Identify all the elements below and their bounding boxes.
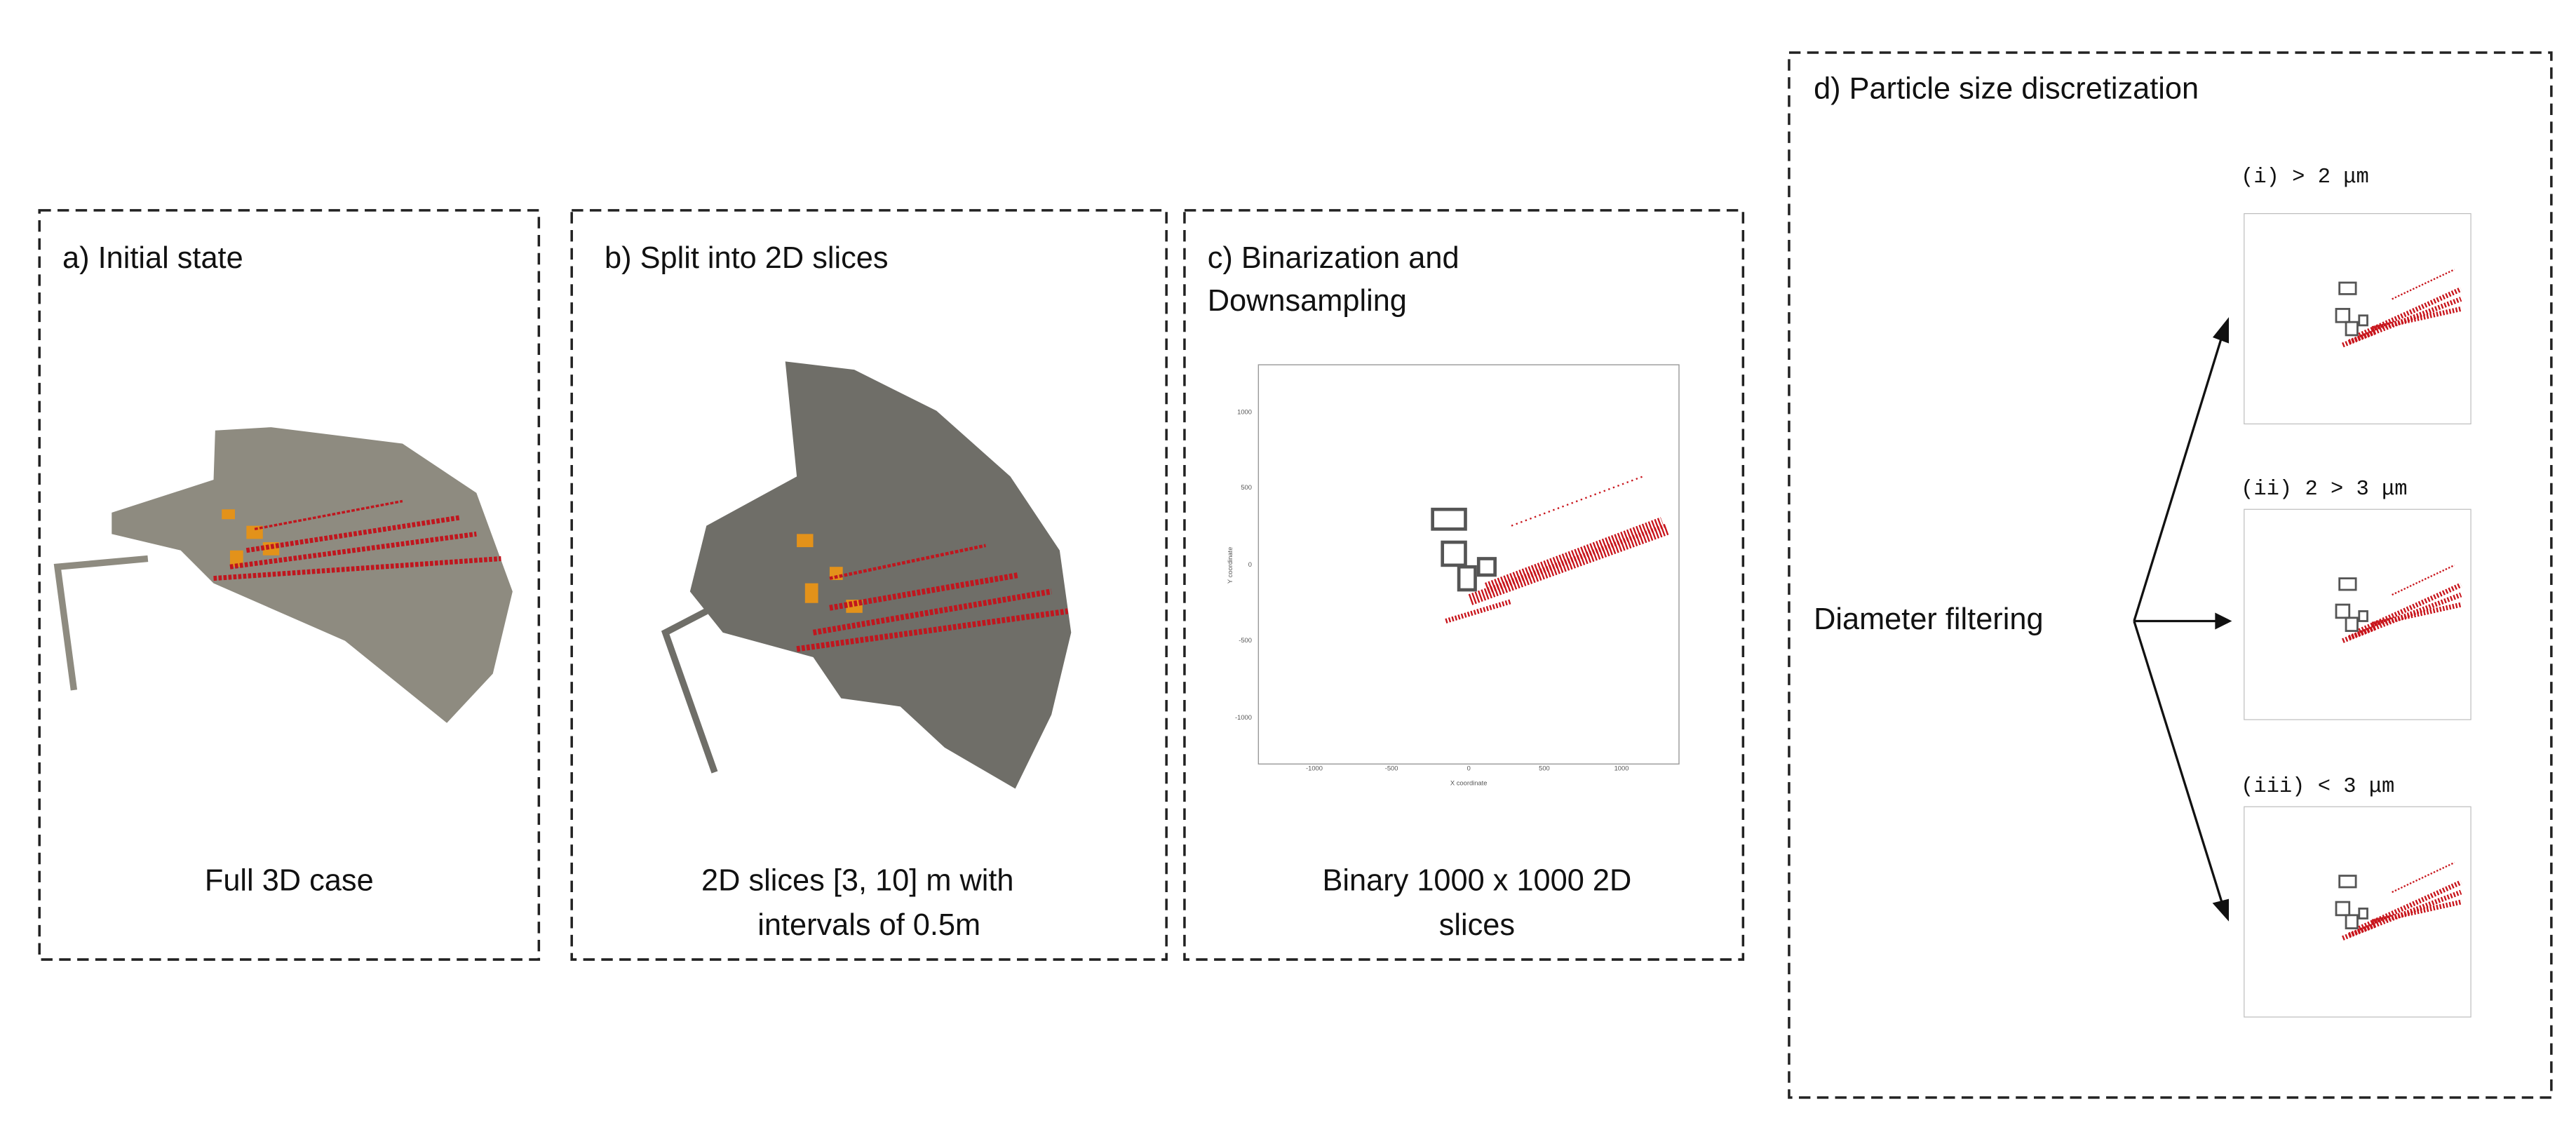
tick-label: -1000 xyxy=(1235,714,1252,721)
tick-label: -500 xyxy=(1239,637,1252,644)
output-label: (i) > 2 μm xyxy=(2241,166,2369,189)
axis-label: X coordinate xyxy=(1450,780,1488,787)
panel-frame xyxy=(1788,51,2553,1099)
caption: Full 3D case xyxy=(205,864,374,898)
caption: Binary 1000 x 1000 2D xyxy=(1322,864,1631,898)
filter-label: Diameter filtering xyxy=(1814,602,2043,636)
panel-title: c) Binarization and xyxy=(1208,241,1459,275)
arrows xyxy=(2133,317,2232,922)
caption: intervals of 0.5m xyxy=(757,908,980,942)
scene-slices xyxy=(661,361,1072,789)
tick-label: 500 xyxy=(1539,765,1550,772)
caption: 2D slices [3, 10] m with xyxy=(701,864,1013,898)
tick-label: 0 xyxy=(1248,561,1252,568)
output-plot xyxy=(2244,807,2471,1017)
output-plot xyxy=(2244,214,2471,424)
panel-title: b) Split into 2D slices xyxy=(605,241,889,275)
panel-frame xyxy=(1183,209,1745,961)
tick-label: 500 xyxy=(1241,484,1252,491)
panel-frame xyxy=(38,209,541,961)
output-plot xyxy=(2244,509,2471,720)
tick-label: -1000 xyxy=(1306,765,1323,772)
tick-label: 1000 xyxy=(1614,765,1629,772)
output-label: (ii) 2 > 3 μm xyxy=(2241,478,2407,501)
tick-label: -500 xyxy=(1385,765,1398,772)
panel-title: a) Initial state xyxy=(62,241,243,275)
caption: slices xyxy=(1439,908,1515,942)
tick-label: 0 xyxy=(1467,765,1471,772)
panel-title: Downsampling xyxy=(1208,284,1407,318)
tick-label: 1000 xyxy=(1237,408,1252,415)
scene-3d xyxy=(53,427,513,723)
output-label: (iii) < 3 μm xyxy=(2241,775,2394,799)
axis-label: Y coordinate xyxy=(1227,547,1234,584)
panel-title: d) Particle size discretization xyxy=(1814,72,2199,106)
binary-plot xyxy=(1257,364,1680,765)
panel-frame xyxy=(570,209,1168,961)
